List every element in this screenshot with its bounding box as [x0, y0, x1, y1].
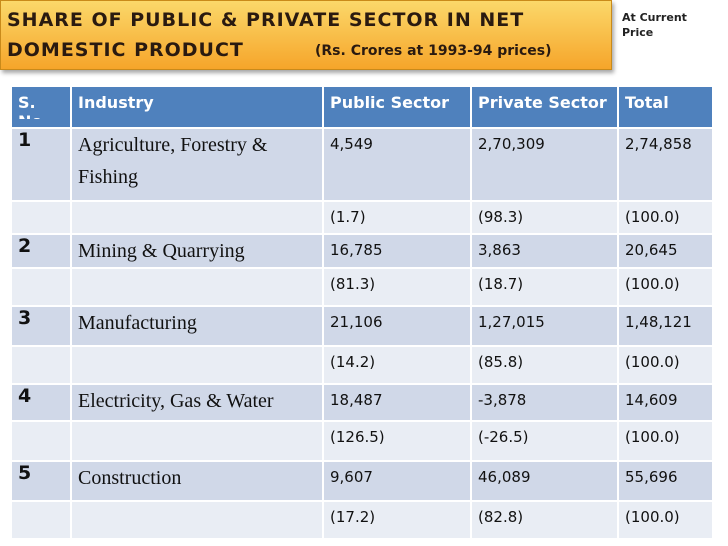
- industry: Manufacturing: [70, 305, 324, 347]
- value-cell: 21,106: [322, 305, 472, 347]
- row: 1 Agriculture, Forestry & Fishing 4,549 2,7…: [10, 127, 714, 202]
- industry: Electricity, Gas & Water: [70, 383, 324, 422]
- row-number: 5: [10, 460, 72, 502]
- share-cell: (100.0): [617, 200, 714, 235]
- row: 3 Manufacturing 21,106 1,27,015 1,48,121: [10, 305, 714, 347]
- value-cell: 16,785: [322, 233, 472, 269]
- header-text: S. No.: [18, 93, 48, 119]
- share-cell: (100.0): [617, 345, 714, 385]
- empty-cell: [70, 267, 324, 307]
- header-text: Industry: [78, 93, 154, 112]
- header-cell: Public Sector: [322, 85, 472, 129]
- share-row: (126.5) (-26.5) (100.0): [10, 420, 714, 462]
- value-cell: 2,70,309: [470, 127, 619, 202]
- value-cell: 4,549: [322, 127, 472, 202]
- empty-cell: [10, 345, 72, 385]
- row-number: 3: [10, 305, 72, 347]
- value-cell: 55,696: [617, 460, 714, 502]
- share-row: (14.2) (85.8) (100.0): [10, 345, 714, 385]
- note: At Current Price: [622, 11, 687, 39]
- header-cell: Private Sector: [470, 85, 619, 129]
- title: DOMESTIC PRODUCT: [7, 39, 244, 61]
- share-cell: (100.0): [617, 267, 714, 307]
- share-cell: (1.7): [322, 200, 472, 235]
- header-text: Private Sector: [478, 93, 607, 112]
- value-cell: 20,645: [617, 233, 714, 269]
- value-cell: 18,487: [322, 383, 472, 422]
- value-cell: 1,27,015: [470, 305, 619, 347]
- title-box: SHARE OF PUBLIC & PRIVATE SECTOR IN NET …: [0, 0, 612, 70]
- industry: Mining & Quarrying: [70, 233, 324, 269]
- share-cell: (82.8): [470, 500, 619, 540]
- value-cell: 1,48,121: [617, 305, 714, 347]
- empty-cell: [10, 500, 72, 540]
- share-row: (81.3) (18.7) (100.0): [10, 267, 714, 307]
- empty-cell: [70, 500, 324, 540]
- share-cell: (100.0): [617, 500, 714, 540]
- row-number: 1: [10, 127, 72, 202]
- share-cell: (18.7): [470, 267, 619, 307]
- empty-cell: [70, 200, 324, 235]
- header-row: S. No. Industry Public Sector Private Secto…: [10, 85, 714, 129]
- row: 4 Electricity, Gas & Water 18,487 -3,878 14,…: [10, 383, 714, 422]
- value-cell: 2,74,858: [617, 127, 714, 202]
- industry: Agriculture, Forestry & Fishing: [70, 127, 324, 202]
- value-cell: -3,878: [470, 383, 619, 422]
- share-cell: (100.0): [617, 420, 714, 462]
- row-number: 2: [10, 233, 72, 269]
- share-cell: (17.2): [322, 500, 472, 540]
- value-cell: 14,609: [617, 383, 714, 422]
- empty-cell: [70, 345, 324, 385]
- header-text: Total: [625, 93, 669, 112]
- header-cell: Total: [617, 85, 714, 129]
- row: 2 Mining & Quarrying 16,785 3,863 20,645: [10, 233, 714, 269]
- share-cell: (-26.5): [470, 420, 619, 462]
- value-cell: 46,089: [470, 460, 619, 502]
- empty-cell: [10, 267, 72, 307]
- share-row: (17.2) (82.8) (100.0): [10, 500, 714, 540]
- industry: Construction: [70, 460, 324, 502]
- share-cell: (98.3): [470, 200, 619, 235]
- header-cell: S. No.: [10, 85, 72, 129]
- empty-cell: [10, 200, 72, 235]
- row: 5 Construction 9,607 46,089 55,696: [10, 460, 714, 502]
- share-row: (1.7) (98.3) (100.0): [10, 200, 714, 235]
- share-cell: (126.5): [322, 420, 472, 462]
- empty-cell: [70, 420, 324, 462]
- row-number: 4: [10, 383, 72, 422]
- title: SHARE OF PUBLIC & PRIVATE SECTOR IN NET: [7, 9, 525, 31]
- header-cell: Industry: [70, 85, 324, 129]
- share-cell: (81.3): [322, 267, 472, 307]
- subtitle: (Rs. Crores at 1993-94 prices): [315, 43, 552, 59]
- share-cell: (14.2): [322, 345, 472, 385]
- share-cell: (85.8): [470, 345, 619, 385]
- header-text: Public Sector: [330, 93, 449, 112]
- empty-cell: [10, 420, 72, 462]
- table: S. No. Industry Public Sector Private Secto…: [10, 85, 714, 540]
- value-cell: 9,607: [322, 460, 472, 502]
- value-cell: 3,863: [470, 233, 619, 269]
